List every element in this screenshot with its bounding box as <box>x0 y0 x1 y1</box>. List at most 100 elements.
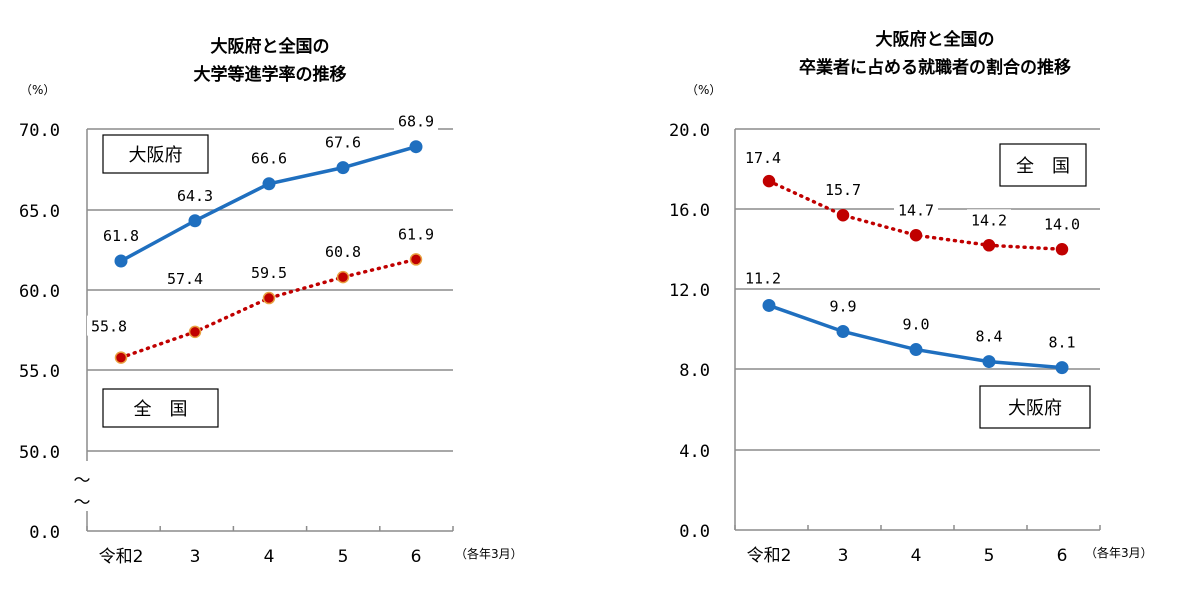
y-tick-label: 50.0 <box>19 443 60 463</box>
legend-label: 大阪府 <box>129 145 183 166</box>
data-point <box>262 177 276 191</box>
y-tick-label: 70.0 <box>19 121 60 141</box>
data-point <box>409 140 423 154</box>
data-label: 14.2 <box>971 211 1007 229</box>
data-label-bg <box>87 315 131 336</box>
chart-title: 大阪府と全国の <box>876 29 995 50</box>
data-point <box>836 325 850 339</box>
data-label-bg <box>821 179 865 200</box>
x-tick-label: 3 <box>190 547 201 567</box>
data-label: 55.8 <box>91 318 127 336</box>
data-label: 66.6 <box>251 150 287 168</box>
series-osaka: 61.8 64.3 66.6 67.6 68.9 <box>99 110 438 268</box>
series-line <box>767 179 1064 252</box>
data-label-bg <box>967 325 1011 346</box>
data-point <box>262 291 276 305</box>
data-label: 8.1 <box>1048 334 1075 352</box>
data-point <box>1055 243 1069 256</box>
x-tick-label: 6 <box>411 547 422 567</box>
y-axis-unit: （%） <box>20 83 55 97</box>
data-point <box>188 325 202 339</box>
legend-label: 全 国 <box>1016 156 1070 177</box>
data-label-bg <box>894 199 938 220</box>
y-tick-label: 0.0 <box>679 522 710 542</box>
axis-break-mark: 〜 <box>74 493 91 513</box>
chart-title: 卒業者に占める就職者の割合の推移 <box>799 57 1071 78</box>
y-tick-label: 16.0 <box>669 201 710 221</box>
data-label-bg <box>821 295 865 316</box>
data-point <box>909 229 923 242</box>
data-label: 17.4 <box>745 149 781 167</box>
data-label-bg <box>394 110 438 131</box>
x-tick-label: 5 <box>338 547 349 567</box>
data-label-bg <box>173 184 217 205</box>
x-tick-label: 令和2 <box>99 547 144 567</box>
data-label: 8.4 <box>975 328 1002 346</box>
data-point <box>982 355 996 369</box>
data-label: 9.9 <box>829 298 856 316</box>
legend-box: 全 国 <box>102 388 219 428</box>
data-label: 68.9 <box>398 113 434 131</box>
data-label: 14.7 <box>898 201 934 219</box>
x-axis-unit: （各年3月） <box>455 546 523 561</box>
data-label-bg <box>247 262 291 283</box>
series-national: 17.4 15.7 14.7 14.2 14.0 <box>741 147 1084 256</box>
data-label: 9.0 <box>902 316 929 334</box>
data-label: 61.8 <box>103 227 139 245</box>
x-tick-label: 令和2 <box>747 546 792 566</box>
legend-box-frame <box>102 388 219 428</box>
data-point <box>188 214 202 228</box>
x-tick-label: 6 <box>1057 546 1068 566</box>
legend-box: 大阪府 <box>979 385 1091 429</box>
legend-label: 大阪府 <box>1008 398 1062 419</box>
data-point <box>909 343 923 357</box>
data-point <box>114 351 128 364</box>
series-osaka: 11.2 9.9 9.0 8.4 8.1 <box>741 267 1084 375</box>
x-tick-label: 3 <box>838 546 849 566</box>
y-tick-label: 0.0 <box>29 523 60 543</box>
data-label-bg <box>1040 331 1084 352</box>
legend-box-frame <box>999 143 1087 187</box>
data-label-bg <box>741 147 785 168</box>
legend-box: 大阪府 <box>102 134 209 174</box>
data-label-bg <box>1040 213 1084 234</box>
y-tick-label: 12.0 <box>669 281 710 301</box>
legend-box: 全 国 <box>999 143 1087 187</box>
data-label: 57.4 <box>167 270 203 288</box>
data-label-bg <box>394 223 438 244</box>
data-point <box>336 270 350 284</box>
data-label: 67.6 <box>325 134 361 152</box>
chart-title: 大阪府と全国の <box>211 36 330 57</box>
data-point <box>336 161 350 175</box>
series-national: 55.8 57.4 59.5 60.8 61.9 <box>87 223 438 364</box>
data-point <box>762 298 776 312</box>
data-label-bg <box>99 225 143 246</box>
y-tick-label: 55.0 <box>19 362 60 382</box>
data-point <box>114 254 128 268</box>
data-label: 61.9 <box>398 225 434 243</box>
axis-break-mark: 〜 <box>74 471 91 491</box>
data-label-bg <box>321 131 365 152</box>
data-label-bg <box>163 267 207 288</box>
legend-label: 全 国 <box>134 399 188 420</box>
y-tick-label: 65.0 <box>19 202 60 222</box>
data-label-bg <box>741 267 785 288</box>
x-tick-label: 5 <box>984 546 995 566</box>
data-label-bg <box>247 147 291 168</box>
data-label: 60.8 <box>325 243 361 261</box>
y-tick-label: 8.0 <box>679 361 710 381</box>
data-label-bg <box>967 209 1011 230</box>
data-label: 14.0 <box>1044 215 1080 233</box>
data-point <box>982 239 996 252</box>
x-tick-label: 4 <box>911 546 922 566</box>
data-point <box>836 208 850 222</box>
legend-box-frame <box>979 385 1091 429</box>
data-point <box>1055 361 1069 375</box>
chart-title: 大学等進学率の推移 <box>194 64 347 85</box>
data-label-bg <box>894 313 938 334</box>
data-label: 64.3 <box>177 187 213 205</box>
y-tick-label: 4.0 <box>679 442 710 462</box>
x-axis-unit: （各年3月） <box>1085 545 1153 560</box>
